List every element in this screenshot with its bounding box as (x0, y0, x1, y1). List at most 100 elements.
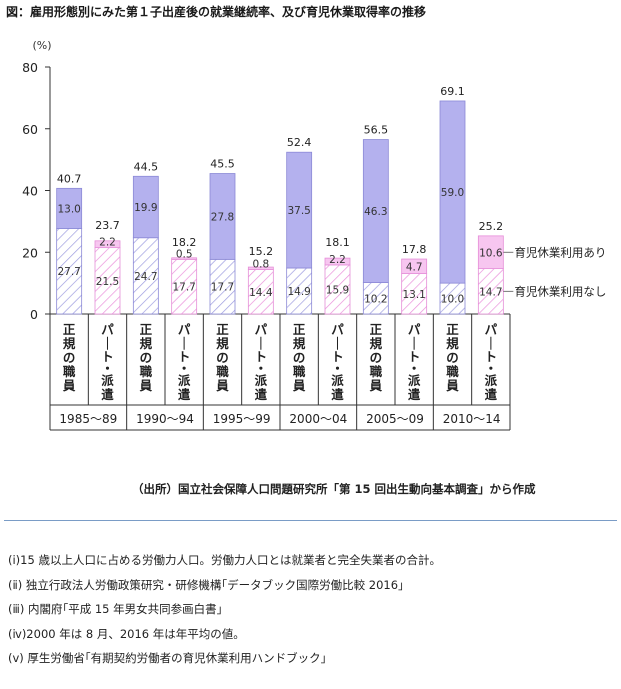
category-label-char: 派 (178, 373, 191, 388)
category-label-char: 遣 (485, 387, 498, 402)
category-label-char: 規 (216, 336, 229, 351)
axis-layer: 0 20 40 60 80 (%) (22, 39, 511, 431)
data-label-total: 52.4 (287, 136, 312, 149)
bar-segment-with-leave (56, 187, 83, 229)
category-label-char: ト (101, 349, 114, 364)
category-label-char: 員 (139, 378, 153, 393)
y-tick-label: 60 (22, 122, 38, 137)
data-label-without-leave: 15.9 (326, 284, 349, 296)
bar-segment-with-leave (324, 257, 351, 266)
bar-segment-with-leave (209, 173, 236, 260)
category-label-char: 職 (370, 364, 383, 379)
category-label-char: パ (331, 322, 344, 337)
category-label-char: 派 (255, 373, 268, 388)
category-label-char: 職 (140, 364, 153, 379)
y-tick-label: 20 (22, 245, 38, 260)
footnote-1: (ⅰ)15 歳以上人口に占める労働力人口。労働力人口とは就業者と完全失業者の合計… (8, 553, 441, 567)
bar-segment-with-leave (94, 240, 121, 249)
category-label-char: ｜ (485, 336, 498, 351)
y-tick-label: 40 (22, 184, 38, 199)
category-label-char: 正 (63, 322, 76, 337)
bar-segment-with-leave (477, 235, 504, 270)
category-label-char: 員 (292, 378, 306, 393)
bar-segment-with-leave (439, 100, 466, 284)
data-label-without-leave: 24.7 (134, 271, 157, 283)
bar-segment-with-leave (171, 257, 198, 260)
legend-with-leave: 育児休業利用あり (514, 245, 606, 259)
data-label-without-leave: 14.4 (249, 287, 273, 299)
footnote-3: (ⅲ) 内閣府｢平成 15 年男女共同参画白書｣ (8, 602, 223, 616)
category-label-char: 正 (216, 322, 229, 337)
group-label: 2000～04 (289, 412, 347, 426)
data-label-with-leave: 27.8 (211, 211, 234, 223)
source-note: （出所）国立社会保障人口問題研究所「第 15 回出生動向基本調査」から作成 (132, 482, 536, 496)
data-label-without-leave: 17.7 (172, 282, 195, 294)
bar-segment-without-leave (247, 269, 274, 315)
category-label-char: 規 (63, 336, 76, 351)
category-label-char: ｜ (178, 336, 191, 351)
category-label-char: パ (255, 322, 268, 337)
category-label-char: ｜ (331, 336, 344, 351)
group-label: 2010～14 (443, 412, 501, 426)
data-label-total: 18.1 (325, 236, 350, 249)
bar-segment-with-leave (132, 175, 159, 239)
data-label-without-leave: 17.7 (211, 282, 234, 294)
category-label-char: ・ (408, 361, 421, 376)
bar-segment-without-leave (477, 268, 504, 315)
category-label-char: 派 (485, 373, 498, 388)
y-unit-label: (%) (32, 39, 51, 52)
category-label-char: 規 (446, 336, 459, 351)
data-label-total: 40.7 (57, 172, 82, 185)
category-label-char: 正 (370, 322, 383, 337)
category-label-char: ｜ (255, 336, 268, 351)
category-label-char: ト (178, 349, 191, 364)
category-label-char: の (216, 350, 229, 365)
footnote-5: (ⅴ) 厚生労働省｢有期契約労働者の育児休業利用ハンドブック｣ (8, 651, 327, 665)
data-label-total: 56.5 (364, 124, 389, 137)
data-label-total: 17.8 (402, 243, 427, 256)
data-label-without-leave: 14.9 (287, 286, 310, 298)
category-label-char: 職 (216, 364, 229, 379)
category-label-char: の (370, 350, 383, 365)
category-label-char: 規 (293, 336, 306, 351)
labels-layer: 1985～8927.713.040.7正規の職員21.52.223.7パ｜ト・派… (57, 85, 606, 426)
category-label-char: 遣 (408, 387, 421, 402)
bar-segment-without-leave (171, 258, 198, 315)
data-label-with-leave: 0.8 (252, 259, 269, 271)
data-label-total: 45.5 (210, 158, 235, 171)
data-label-without-leave: 27.7 (57, 266, 80, 278)
data-label-with-leave: 37.5 (287, 205, 310, 217)
data-label-total: 15.2 (249, 245, 274, 258)
data-label-with-leave: 46.3 (364, 206, 387, 218)
data-label-without-leave: 14.7 (479, 286, 502, 298)
data-label-total: 25.2 (479, 220, 504, 233)
category-label-char: 正 (140, 322, 153, 337)
category-label-char: 派 (101, 373, 114, 388)
category-label-char: ・ (331, 361, 344, 376)
category-label-char: 遣 (101, 387, 114, 402)
footnote-2: (ⅱ) 独立行政法人労働政策研究・研修機構｢データブック国際労働比較 2016｣ (8, 577, 404, 592)
data-label-with-leave: 19.9 (134, 202, 157, 214)
y-tick-label: 0 (30, 307, 38, 322)
category-label-char: 正 (446, 322, 459, 337)
category-label-char: パ (408, 322, 421, 337)
data-label-total: 69.1 (440, 85, 465, 98)
category-label-char: の (140, 350, 153, 365)
bar-segment-without-leave (324, 264, 351, 315)
data-label-with-leave: 4.7 (406, 261, 423, 273)
data-label-with-leave: 59.0 (441, 187, 464, 199)
data-label-total: 23.7 (95, 219, 120, 232)
category-label-char: 員 (62, 378, 76, 393)
divider (4, 520, 617, 521)
data-label-total: 44.5 (134, 160, 159, 173)
category-label-char: ト (408, 349, 421, 364)
bar-segment-without-leave (286, 267, 313, 315)
group-label: 2005～09 (366, 412, 424, 426)
data-label-with-leave: 10.6 (479, 247, 503, 259)
category-label-char: ｜ (101, 336, 114, 351)
data-label-without-leave: 10.2 (364, 293, 387, 305)
category-label-char: 規 (370, 336, 383, 351)
data-label-without-leave: 21.5 (96, 276, 119, 288)
category-label-char: の (63, 350, 76, 365)
